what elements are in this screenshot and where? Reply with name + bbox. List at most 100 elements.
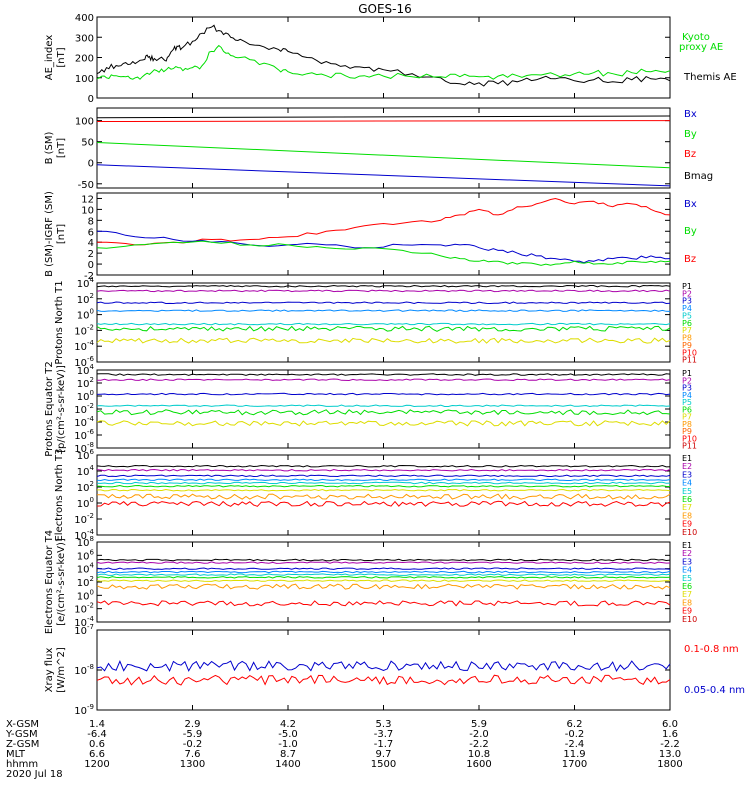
legend-entry: E7 [682,503,692,512]
legend-entry: P1 [682,282,692,291]
legend-entry: By [684,226,697,237]
y-axis-unit: [e/(cm²-s-sr-keV)] [56,538,67,626]
y-tick-label: 2 [88,249,94,260]
legend-entry: P4 [682,304,692,313]
y-axis-label: B (SM) [44,131,55,164]
legend-entry: E8 [682,598,692,607]
y-axis-label: Protons North T1 [54,280,65,364]
axis-row-value: 1700 [562,759,587,770]
y-tick-label: 10-8 [74,663,94,677]
y-tick-label: 0 [88,94,94,105]
y-tick-label: 102 [77,575,94,589]
axis-row-value: 1400 [275,759,300,770]
axis-row-value: 0.6 [89,739,105,750]
y-axis-label: B (SM)-IGRF (SM) [44,191,55,277]
y-tick-label: 10-4 [74,528,94,542]
legend-entry: E2 [682,462,692,471]
y-tick-label: 102 [77,292,94,306]
y-tick-label: 50 [81,138,94,149]
axis-row-value: 5.9 [471,719,487,730]
date-label: 2020 Jul 18 [6,769,63,780]
y-tick-label: 0 [88,159,94,170]
legend-entry: E6 [682,495,692,504]
y-tick-label: -2 [84,271,94,282]
axis-row-value: 10.8 [468,749,490,760]
y-tick-label: 102 [77,376,94,390]
axis-row-value: 8.7 [280,749,296,760]
axis-row-value: 5.3 [376,719,392,730]
y-axis-label: Xray flux [44,648,55,693]
legend-entry: E2 [682,549,692,558]
y-axis-label: AE_index [44,35,55,81]
legend-entry: E8 [682,511,692,520]
series-line-e5 [96,573,671,576]
y-axis-label: Protons Equator T2 [44,361,55,457]
y-axis-unit: [p/(cm²-s-sr-keV)] [56,365,67,453]
panel-frame [96,454,671,536]
y-tick-label: 4 [88,238,94,249]
y-axis-label: Electrons North T3 [54,448,65,541]
series-line-p6 [96,325,671,332]
series-line-bx [96,230,671,264]
axis-row-value: -6.4 [87,729,107,740]
series-line-p4 [96,404,671,408]
axis-row-value: -1.7 [374,739,394,750]
legend-entry: P6 [682,405,692,414]
series-line-by [96,142,671,169]
legend-entry: E7 [682,590,692,599]
legend-entry: Bz [684,149,696,160]
legend-entry: proxy AE [679,42,723,53]
y-tick-label: 10-8 [74,441,94,455]
legend-entry: 0.1-0.8 nm [684,644,739,655]
legend-entry: P3 [682,297,692,306]
axis-row-value: -5.0 [278,729,298,740]
legend-entry: E5 [682,487,692,496]
y-tick-label: 200 [75,54,94,65]
series-line-0-1-0-8-nm [96,674,671,686]
legend-entry: P9 [682,341,692,350]
series-line-e3 [96,474,671,478]
y-tick-label: 100 [77,389,94,403]
y-tick-label: 10-4 [74,615,94,629]
axis-row-value: -2.2 [469,739,489,750]
y-tick-label: 10-6 [74,355,94,369]
axis-row-value: -0.2 [183,739,203,750]
y-axis-unit: [nT] [56,47,67,67]
axis-row-label: X-GSM [6,719,39,730]
y-tick-label: 10-9 [74,703,94,717]
chart-title: GOES-16 [358,2,412,16]
y-tick-label: 104 [77,464,95,478]
legend-entry: P8 [682,420,692,429]
y-tick-label: -50 [78,180,94,191]
legend-entry: E10 [682,528,697,537]
series-line-bmag [96,115,671,119]
legend-entry: E1 [682,454,692,463]
series-line-e1 [96,464,671,468]
y-tick-label: 10-2 [74,512,94,526]
axis-row-value: -2.0 [469,729,489,740]
series-line-e6 [96,484,671,488]
axis-row-value: 1500 [371,759,396,770]
axis-row-value: 1600 [466,759,491,770]
legend-entry: P5 [682,398,692,407]
axis-row-value: 1300 [180,759,205,770]
series-line-p3 [96,392,671,396]
series-line-e2 [96,561,671,564]
series-line-by [96,240,671,266]
legend-entry: Bmag [684,171,713,182]
panel-frame [96,541,671,623]
y-tick-label: 10-4 [74,415,94,429]
series-line-p2 [96,289,671,293]
y-tick-label: 6 [88,227,94,238]
y-tick-label: 300 [75,33,94,44]
legend-entry: Kyoto [682,32,710,43]
y-tick-label: 100 [77,496,94,510]
legend-entry: E5 [682,574,692,583]
y-tick-label: 10-4 [74,339,94,353]
series-line-e4 [96,570,671,574]
series-line-p4 [96,309,671,312]
y-tick-label: 104 [77,276,95,290]
y-tick-label: 106 [77,548,95,562]
legend-entry: P11 [682,442,697,451]
axis-row-value: -1.0 [278,739,298,750]
